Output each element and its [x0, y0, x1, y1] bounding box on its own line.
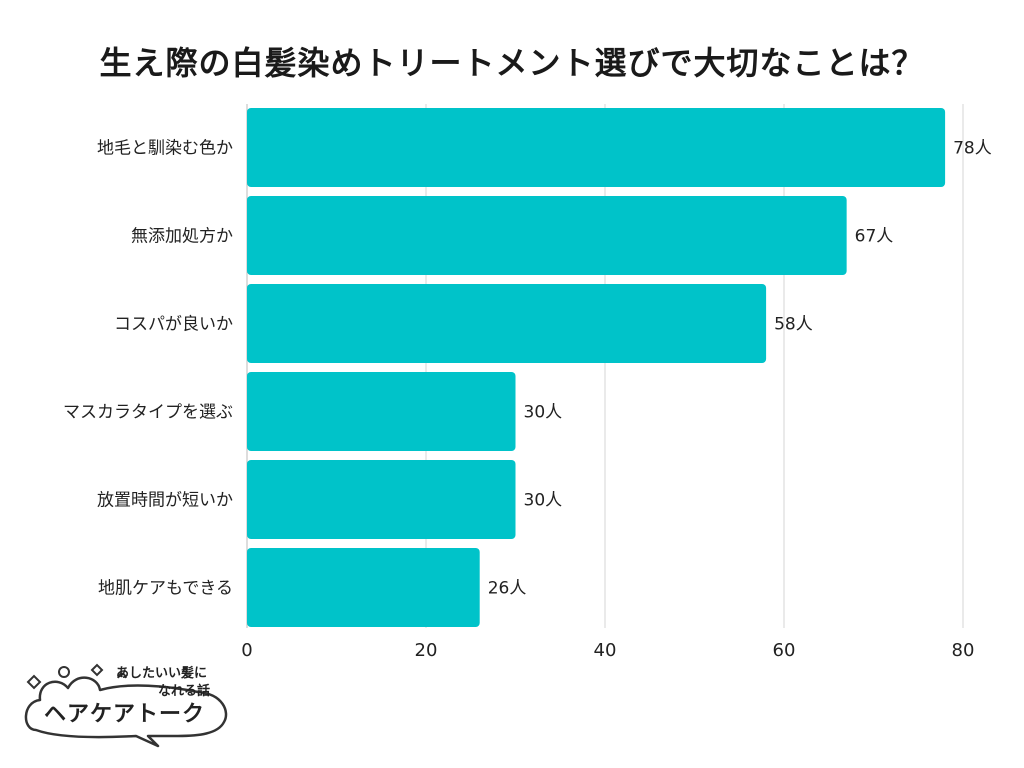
bar	[247, 460, 516, 539]
category-labels: 地毛と馴染む色か無添加処方かコスパが良いかマスカラタイプを選ぶ放置時間が短いか地…	[63, 139, 233, 599]
x-tick-label: 0	[241, 640, 252, 660]
value-label: 30人	[524, 403, 563, 423]
logo-tagline-line2: なれる話	[158, 684, 211, 699]
bar	[247, 372, 516, 451]
category-label: コスパが良いか	[114, 315, 233, 335]
bar	[247, 284, 767, 363]
bar-chart: 地毛と馴染む色か無添加処方かコスパが良いかマスカラタイプを選ぶ放置時間が短いか地…	[63, 104, 992, 660]
value-label: 67人	[855, 227, 894, 247]
category-label: マスカラタイプを選ぶ	[63, 403, 233, 423]
category-label: 放置時間が短いか	[97, 491, 233, 511]
x-tick-label: 20	[415, 640, 438, 660]
grid-lines	[246, 104, 964, 628]
value-label: 26人	[488, 579, 527, 599]
bars	[247, 108, 946, 627]
x-tick-label: 40	[594, 640, 617, 660]
x-tick-labels: 0 20 40 60 80	[241, 640, 974, 660]
value-labels: 78人 67人 58人 30人 30人 26人	[488, 139, 992, 599]
value-label: 58人	[774, 315, 813, 335]
bar	[247, 108, 946, 187]
category-label: 地肌ケアもできる	[98, 579, 233, 599]
brand-logo: あしたいい髪に なれる話 ヘアケアトーク	[18, 652, 238, 756]
logo-cloud-icon	[24, 663, 228, 748]
category-label: 無添加処方か	[131, 227, 233, 247]
x-tick-label: 80	[952, 640, 975, 660]
chart-title: 生え際の白髪染めトリートメント選びで大切なことは？	[99, 44, 925, 82]
value-label: 78人	[953, 139, 992, 159]
logo-tagline-line1: あしたいい髪に	[116, 666, 208, 681]
bar	[247, 548, 480, 627]
x-tick-label: 60	[773, 640, 796, 660]
category-label: 地毛と馴染む色か	[97, 139, 233, 159]
value-label: 30人	[524, 491, 563, 511]
bar	[247, 196, 847, 275]
logo-name: ヘアケアトーク	[44, 702, 206, 727]
